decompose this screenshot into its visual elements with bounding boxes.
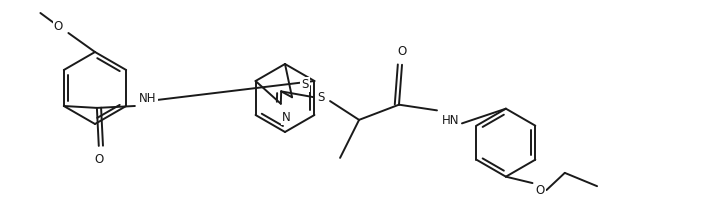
Text: S: S [302, 78, 309, 91]
Text: S: S [318, 90, 325, 104]
Text: O: O [94, 153, 104, 166]
Text: N: N [282, 111, 290, 124]
Text: O: O [397, 45, 407, 58]
Text: O: O [536, 184, 545, 197]
Text: NH: NH [139, 92, 157, 104]
Text: HN: HN [442, 114, 460, 127]
Text: O: O [54, 19, 63, 32]
